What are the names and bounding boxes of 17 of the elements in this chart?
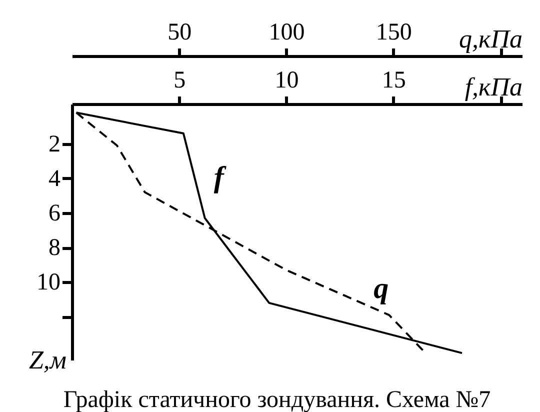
x2-tick-label: 100 — [268, 20, 305, 46]
y-tick-label: 6 — [48, 200, 60, 226]
x2-tick-label: 50 — [168, 20, 192, 46]
series-label: q — [374, 272, 389, 306]
x2-tick-label: 150 — [376, 20, 412, 46]
y-tick-label: 8 — [48, 235, 60, 262]
x2-axis-title: q,кПа — [459, 24, 522, 54]
text: Графік статичного зондування. Схема №7 — [63, 387, 491, 412]
y-tick-label: 4 — [48, 166, 60, 192]
y-axis-title: Z,м — [28, 346, 66, 374]
x-tick-label: 5 — [174, 68, 186, 94]
x-tick-label: 15 — [382, 68, 406, 94]
series-label: f — [214, 161, 227, 194]
y-tick-label: 2 — [48, 131, 60, 158]
y-tick-label: 10 — [36, 270, 60, 296]
x-axis-title: f,кПа — [464, 72, 522, 102]
x-tick-label: 10 — [274, 68, 299, 94]
